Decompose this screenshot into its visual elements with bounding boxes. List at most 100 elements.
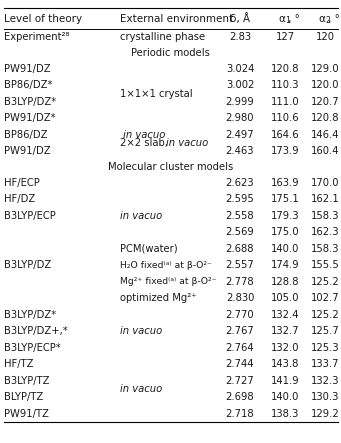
- Text: 2.830: 2.830: [226, 293, 254, 303]
- Text: 1: 1: [285, 16, 291, 25]
- Text: 174.9: 174.9: [271, 260, 299, 270]
- Text: 140.0: 140.0: [271, 244, 299, 254]
- Text: HF/ECP: HF/ECP: [4, 178, 40, 188]
- Text: 170.0: 170.0: [311, 178, 339, 188]
- Text: PW91/TZ: PW91/TZ: [4, 409, 49, 419]
- Text: 120: 120: [315, 32, 335, 42]
- Text: B3LYP/DZ: B3LYP/DZ: [4, 260, 51, 270]
- Text: 155.5: 155.5: [311, 260, 339, 270]
- Text: 146.4: 146.4: [311, 130, 339, 140]
- Text: 127: 127: [276, 32, 295, 42]
- Text: 2.980: 2.980: [226, 113, 254, 123]
- Text: 140.0: 140.0: [271, 392, 299, 402]
- Text: Mg²⁺ fixed⁽ᵃ⁾ at β‑O²⁻: Mg²⁺ fixed⁽ᵃ⁾ at β‑O²⁻: [120, 277, 217, 286]
- Text: 2.698: 2.698: [226, 392, 254, 402]
- Text: , °: , °: [288, 13, 300, 23]
- Text: HF/TZ: HF/TZ: [4, 359, 33, 369]
- Text: 2.558: 2.558: [226, 211, 254, 221]
- Text: 143.8: 143.8: [271, 359, 299, 369]
- Text: 2×2 slab,: 2×2 slab,: [120, 138, 171, 148]
- Text: 2.623: 2.623: [226, 178, 254, 188]
- Text: 111.0: 111.0: [271, 97, 299, 107]
- Text: 3.024: 3.024: [226, 64, 254, 74]
- Text: 110.3: 110.3: [271, 80, 299, 90]
- Text: 2.557: 2.557: [226, 260, 254, 270]
- Text: 1×1×1 crystal: 1×1×1 crystal: [120, 89, 193, 98]
- Text: 158.3: 158.3: [311, 211, 339, 221]
- Text: BLYP/TZ: BLYP/TZ: [4, 392, 43, 402]
- Text: 2.463: 2.463: [226, 146, 254, 156]
- Text: , °: , °: [328, 13, 340, 23]
- Text: in vacuo: in vacuo: [120, 211, 162, 221]
- Text: PW91/DZ: PW91/DZ: [4, 64, 50, 74]
- Text: 162.1: 162.1: [311, 194, 339, 204]
- Text: 163.9: 163.9: [271, 178, 299, 188]
- Text: B3LYP/ECP*: B3LYP/ECP*: [4, 343, 61, 353]
- Text: 2.764: 2.764: [226, 343, 254, 353]
- Text: 2.718: 2.718: [226, 409, 254, 419]
- Text: δ, Å: δ, Å: [230, 14, 250, 24]
- Text: 2: 2: [326, 16, 330, 25]
- Text: in vacuo: in vacuo: [120, 384, 162, 394]
- Text: B3LYP/TZ: B3LYP/TZ: [4, 376, 49, 386]
- Text: 110.6: 110.6: [271, 113, 299, 123]
- Text: B3LYP/DZ*: B3LYP/DZ*: [4, 310, 56, 320]
- Text: 2.770: 2.770: [226, 310, 254, 320]
- Text: 105.0: 105.0: [271, 293, 299, 303]
- Text: 2.744: 2.744: [226, 359, 254, 369]
- Text: 164.6: 164.6: [271, 130, 299, 140]
- Text: 102.7: 102.7: [311, 293, 339, 303]
- Text: in vacuo: in vacuo: [166, 138, 208, 148]
- Text: B3LYP/ECP: B3LYP/ECP: [4, 211, 56, 221]
- Text: Periodic models: Periodic models: [131, 48, 210, 58]
- Text: α: α: [279, 13, 285, 23]
- Text: PW91/DZ: PW91/DZ: [4, 146, 50, 156]
- Text: 128.8: 128.8: [271, 277, 299, 287]
- Text: 141.9: 141.9: [271, 376, 299, 386]
- Text: 158.3: 158.3: [311, 244, 339, 254]
- Text: 129.2: 129.2: [311, 409, 339, 419]
- Text: 160.4: 160.4: [311, 146, 339, 156]
- Text: in vacuo: in vacuo: [120, 130, 165, 140]
- Text: 132.7: 132.7: [271, 326, 299, 336]
- Text: External environment: External environment: [120, 14, 233, 24]
- Text: BP86/DZ: BP86/DZ: [4, 130, 47, 140]
- Text: optimized Mg²⁺: optimized Mg²⁺: [120, 293, 196, 303]
- Text: PCM(water): PCM(water): [120, 244, 178, 254]
- Text: 125.7: 125.7: [311, 326, 339, 336]
- Text: crystalline phase: crystalline phase: [120, 32, 205, 42]
- Text: 130.3: 130.3: [311, 392, 339, 402]
- Text: 175.0: 175.0: [271, 227, 299, 237]
- Text: 2.497: 2.497: [226, 130, 254, 140]
- Text: 133.7: 133.7: [311, 359, 339, 369]
- Text: 125.2: 125.2: [311, 277, 339, 287]
- Text: BP86/DZ*: BP86/DZ*: [4, 80, 53, 90]
- Text: B3LYP/DZ*: B3LYP/DZ*: [4, 97, 56, 107]
- Text: 2.727: 2.727: [226, 376, 254, 386]
- Text: H₂O fixed⁽ᵃ⁾ at β‑O²⁻: H₂O fixed⁽ᵃ⁾ at β‑O²⁻: [120, 261, 212, 270]
- Text: 175.1: 175.1: [271, 194, 299, 204]
- Text: 2.999: 2.999: [226, 97, 254, 107]
- Text: 2.569: 2.569: [226, 227, 254, 237]
- Text: 2.688: 2.688: [226, 244, 254, 254]
- Text: HF/DZ: HF/DZ: [4, 194, 35, 204]
- Text: 173.9: 173.9: [271, 146, 299, 156]
- Text: 2.83: 2.83: [229, 32, 251, 42]
- Text: Level of theory: Level of theory: [4, 14, 82, 24]
- Text: 3.002: 3.002: [226, 80, 254, 90]
- Text: 2.778: 2.778: [226, 277, 254, 287]
- Text: in vacuo: in vacuo: [120, 326, 162, 336]
- Text: 132.0: 132.0: [271, 343, 299, 353]
- Text: B3LYP/DZ+,*: B3LYP/DZ+,*: [4, 326, 68, 336]
- Text: 120.8: 120.8: [271, 64, 299, 74]
- Text: 120.7: 120.7: [311, 97, 339, 107]
- Text: Experiment²⁸: Experiment²⁸: [4, 32, 70, 42]
- Text: 179.3: 179.3: [271, 211, 299, 221]
- Text: 2.595: 2.595: [226, 194, 254, 204]
- Text: 132.4: 132.4: [271, 310, 299, 320]
- Text: α: α: [318, 13, 325, 23]
- Text: 125.3: 125.3: [311, 343, 339, 353]
- Text: 132.3: 132.3: [311, 376, 339, 386]
- Text: 138.3: 138.3: [271, 409, 299, 419]
- Text: 120.0: 120.0: [311, 80, 339, 90]
